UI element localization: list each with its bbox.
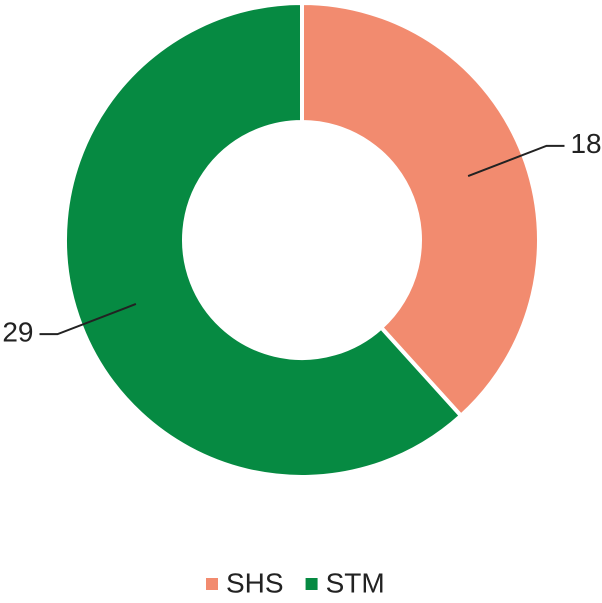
data-label: 18	[570, 128, 601, 159]
legend-swatch	[206, 578, 218, 590]
leader-line	[39, 303, 137, 336]
donut-slice	[63, 0, 464, 479]
legend-label: SHS	[226, 567, 284, 598]
data-label: 29	[2, 317, 33, 348]
leader-line	[467, 144, 565, 177]
donut-slice	[300, 0, 541, 419]
legend-swatch	[305, 578, 318, 590]
legend-label: STM	[326, 567, 385, 598]
